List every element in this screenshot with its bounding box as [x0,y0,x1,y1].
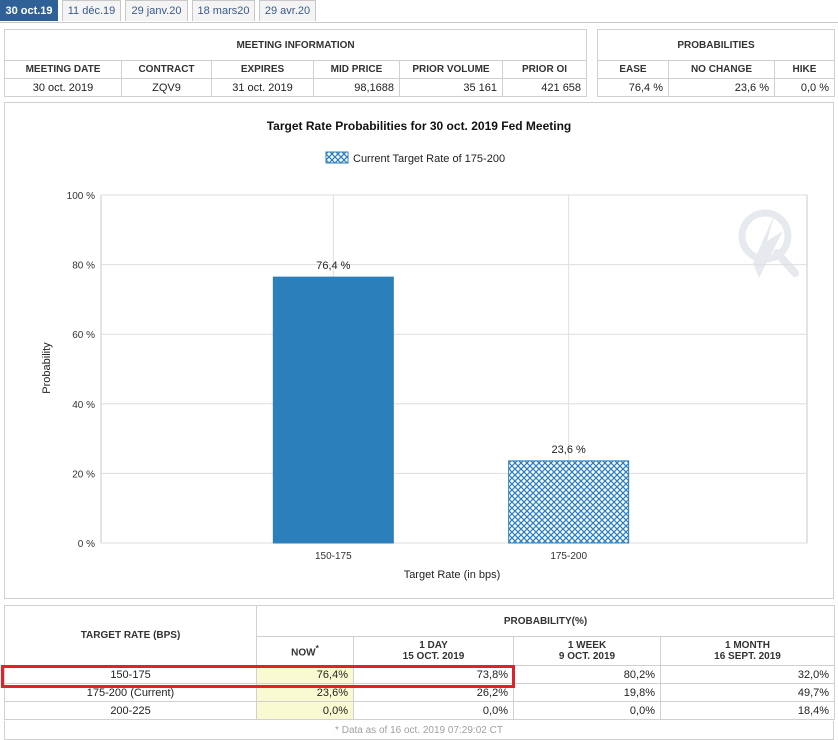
col-1-day-label: 1 DAY [419,640,448,651]
col-1-month-date: 16 SEPT. 2019 [714,651,781,662]
now-value: 23,6% [256,683,354,702]
y-tick-label: 60 % [72,330,95,341]
table-row: 175-200 (Current) 23,6% 26,2% 19,8% 49,7… [4,683,836,702]
now-value: 76,4% [256,665,354,684]
bar-data-label: 23,6 % [552,444,586,456]
one-week-value: 0,0% [513,701,661,720]
y-tick-label: 40 % [72,400,95,411]
x-tick-label: 175-200 [550,551,587,562]
header-ease: EASE [597,60,669,79]
x-tick-label: 150-175 [315,551,352,562]
header-meeting-date: MEETING DATE [4,60,122,79]
one-month-value: 32,0% [659,665,836,684]
x-axis-label: Target Rate (in bps) [404,569,501,581]
mid-price-value: 98,1688 [313,78,400,97]
header-no-change: NO CHANGE [668,60,775,79]
target-rate-chart: Target Rate Probabilities for 30 oct. 20… [41,119,808,581]
probabilities-table: PROBABILITIES EASE NO CHANGE HIKE 76,4 %… [596,29,836,97]
probability-header: PROBABILITY(%) [255,605,836,637]
chart-legend: Current Target Rate of 175-200 [325,151,505,165]
col-now-label: NOW [291,647,316,659]
target-rate-header: TARGET RATE (BPS) [4,605,257,666]
col-1-month: 1 MONTH 16 SEPT. 2019 [659,636,836,666]
col-1-week-date: 9 OCT. 2019 [558,651,616,662]
y-axis-label: Probability [41,342,53,394]
plot-area [100,194,808,544]
legend-label: Current Target Rate of 175-200 [353,153,505,165]
tab-18-mars-20[interactable]: 18 mars20 [192,0,255,21]
bar-data-label: 76,4 % [316,260,350,272]
table-row: 200-225 0,0% 0,0% 0,0% 18,4% [4,701,836,720]
tab-29-avr-20[interactable]: 29 avr.20 [259,0,316,21]
col-1-week: 1 WEEK 9 OCT. 2019 [513,636,661,666]
bar-175-200 [508,460,630,544]
rate-200-225: 200-225 [4,701,257,720]
col-1-day-date: 15 OCT. 2019 [402,651,465,662]
table-row: 150-175 76,4% 73,8% 80,2% 32,0% [4,665,836,684]
rate-150-175: 150-175 [4,665,257,684]
y-tick-label: 80 % [72,261,95,272]
one-day-value: 0,0% [353,701,514,720]
hike-value: 0,0 % [773,78,836,97]
col-1-week-label: 1 WEEK [567,640,607,651]
contract-value: ZQV9 [121,78,212,97]
no-change-value: 23,6 % [668,78,775,97]
header-prior-oi: PRIOR OI [501,60,588,79]
rate-175-200-current: 175-200 (Current) [4,683,257,702]
col-now-footnote-mark: * [315,643,319,654]
one-month-value: 49,7% [659,683,836,702]
tab-11-dec-19[interactable]: 11 déc.19 [62,0,121,21]
one-day-value: 26,2% [353,683,514,702]
meeting-information-table: MEETING INFORMATION MEETING DATE CONTRAC… [3,29,588,97]
expires-value: 31 oct. 2019 [211,78,314,97]
header-mid-price: MID PRICE [313,60,400,79]
ease-value: 76,4 % [597,78,669,97]
meeting-date-value: 30 oct. 2019 [4,78,122,97]
one-week-value: 19,8% [513,683,661,702]
meeting-information-title: MEETING INFORMATION [3,29,588,61]
legend-swatch [325,151,349,164]
chart-title: Target Rate Probabilities for 30 oct. 20… [267,119,572,133]
header-expires: EXPIRES [211,60,314,79]
one-month-value: 18,4% [659,701,836,720]
one-week-value: 80,2% [513,665,661,684]
bar-150-175 [272,276,394,544]
one-day-value: 73,8% [353,665,514,684]
y-tick-label: 20 % [72,469,95,480]
data-timestamp-footnote: * Data as of 16 oct. 2019 07:29:02 CT [4,721,834,740]
tab-30-oct-19[interactable]: 30 oct.19 [0,0,58,21]
col-1-month-label: 1 MONTH [725,640,771,651]
y-tick-label: 100 % [67,191,95,202]
header-hike: HIKE [773,60,836,79]
meeting-tabs: 30 oct.19 11 déc.19 29 janv.20 18 mars20… [0,0,838,23]
probabilities-title: PROBABILITIES [596,29,836,61]
now-value: 0,0% [256,701,354,720]
target-rate-chart-panel: Target Rate Probabilities for 30 oct. 20… [4,102,834,599]
prior-oi-value: 421 658 [501,78,588,97]
header-prior-volume: PRIOR VOLUME [399,60,503,79]
header-contract: CONTRACT [121,60,212,79]
col-1-day: 1 DAY 15 OCT. 2019 [353,636,514,666]
col-now: NOW* [256,636,354,666]
y-tick-label: 0 % [78,539,95,550]
watermark-logo-icon [738,209,799,278]
prior-volume-value: 35 161 [399,78,503,97]
tab-29-janv-20[interactable]: 29 janv.20 [125,0,188,21]
probability-history-table: TARGET RATE (BPS) PROBABILITY(%) NOW* 1 … [4,605,836,720]
